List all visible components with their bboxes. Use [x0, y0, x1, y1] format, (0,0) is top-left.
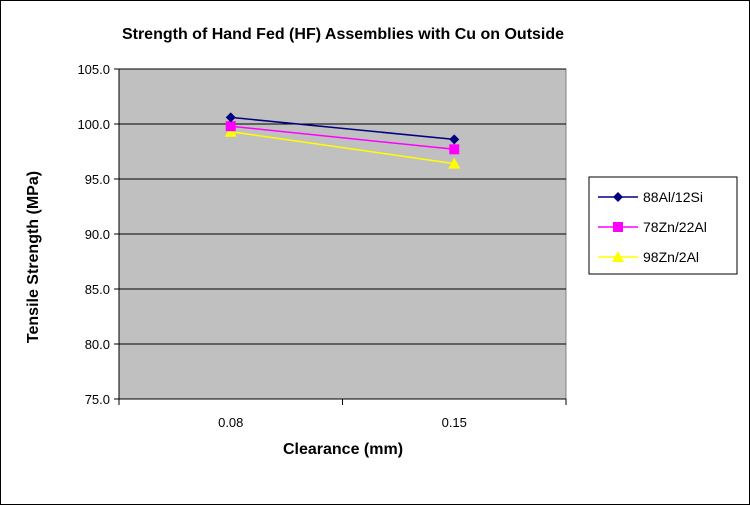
series-line	[230, 125, 455, 151]
legend-label: 98Zn/2Al	[643, 249, 699, 265]
data-point	[225, 121, 236, 132]
data-point	[225, 112, 236, 123]
y-tick-label: 100.0	[77, 117, 110, 132]
y-tick-label: 85.0	[85, 282, 110, 297]
grid-lines	[119, 68, 566, 345]
y-tick-label: 90.0	[85, 227, 110, 242]
legend-marker	[612, 251, 624, 262]
data-point	[449, 134, 460, 145]
data-point	[448, 157, 461, 169]
legend: 88Al/12Si 78Zn/22Al 98Zn/2Al	[598, 189, 707, 265]
legend-item: 88Al/12Si	[598, 189, 703, 205]
legend-marker	[613, 222, 623, 232]
series-line	[230, 130, 455, 165]
series-78Zn/22Al	[225, 121, 460, 155]
y-tick-label: 75.0	[85, 392, 110, 407]
x-axis-title: Clearance (mm)	[283, 441, 403, 458]
y-tick-label: 105.0	[77, 62, 110, 77]
series-88Al/12Si	[225, 112, 460, 145]
series-line	[230, 116, 455, 141]
y-tick-label: 80.0	[85, 337, 110, 352]
legend-marker	[613, 192, 623, 202]
x-tick-label: 0.15	[442, 415, 467, 430]
legend-item: 78Zn/22Al	[598, 219, 707, 235]
x-axis-ticks: 0.08 0.15	[118, 399, 567, 430]
y-tick-label: 95.0	[85, 172, 110, 187]
legend-label: 78Zn/22Al	[643, 219, 707, 235]
x-tick-label: 0.08	[218, 415, 243, 430]
y-axis-title: Tensile Strength (MPa)	[25, 171, 42, 343]
chart-title: Strength of Hand Fed (HF) Assemblies wit…	[122, 26, 564, 43]
data-point	[449, 144, 460, 155]
legend-label: 88Al/12Si	[643, 189, 703, 205]
legend-item: 98Zn/2Al	[598, 249, 699, 265]
series-group	[224, 112, 461, 169]
y-axis-ticks: 75.0 80.0 85.0 90.0 95.0 100.0 105.0	[77, 62, 119, 407]
